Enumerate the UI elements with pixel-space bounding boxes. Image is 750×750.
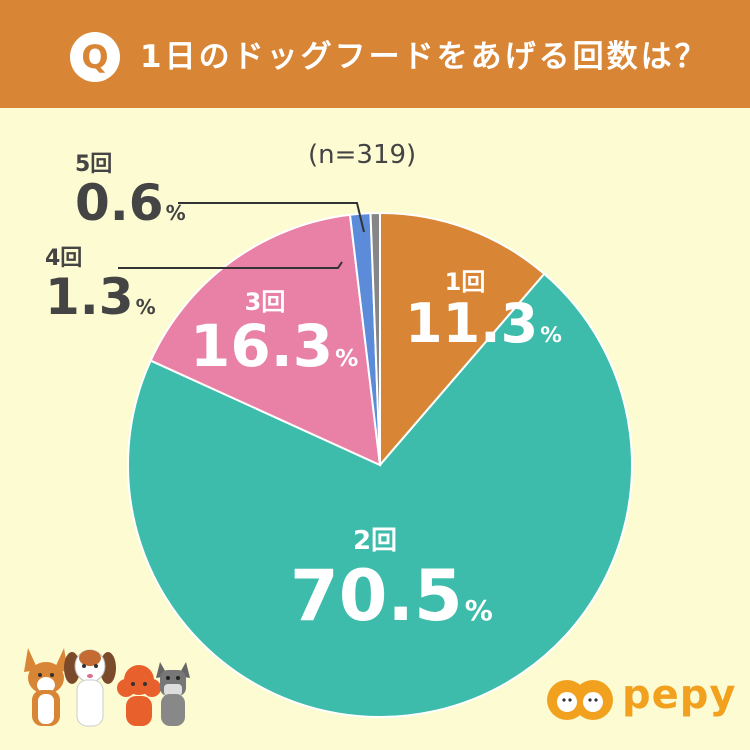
slice-label-4: 4回 1.3% (45, 240, 156, 322)
beagle-dog-icon (64, 649, 116, 727)
slice-label-1: 1回 11.3% (405, 262, 562, 355)
header-bar: Q 1日のドッグフードをあげる回数は？ (0, 0, 750, 108)
pie-slice-1 (379, 211, 546, 468)
pie-slices (127, 211, 633, 718)
slice-value-1: 11.3% (405, 292, 562, 355)
poodle-dog-icon (117, 665, 161, 726)
chart-title: 1日のドッグフードをあげる回数は？ (140, 39, 709, 75)
slice-label-3: 3回 16.3% (190, 282, 359, 380)
slice-category-4: 4回 (45, 246, 83, 271)
slice-value-2: 70.5% (290, 555, 493, 637)
pie-slice-3 (149, 213, 382, 467)
pie-slice-2 (127, 272, 633, 718)
question-badge: Q (70, 32, 120, 82)
slice-value-4: 1.3% (45, 268, 156, 326)
pepy-logo-icon (547, 680, 613, 720)
leader-line-5 (178, 202, 365, 233)
slice-category-1: 1回 (444, 268, 486, 296)
question-letter: Q (81, 38, 109, 76)
slice-value-5: 0.6% (75, 174, 186, 232)
sample-size-label: (n=319) (308, 140, 417, 170)
brand-logo-text: pepy (622, 672, 737, 718)
slice-label-2: 2回 70.5% (290, 520, 493, 637)
schnauzer-dog-icon (156, 662, 190, 726)
leader-line-4 (118, 261, 343, 269)
corgi-dog-icon (24, 648, 68, 726)
slice-value-3: 16.3% (190, 312, 359, 380)
dogs-illustration (24, 648, 190, 727)
slice-category-2: 2回 (352, 526, 398, 556)
slice-category-5: 5回 (75, 152, 113, 177)
slice-category-3: 3回 (244, 288, 286, 316)
slice-label-5: 5回 0.6% (75, 146, 186, 228)
pie-slice-5 (369, 211, 381, 466)
